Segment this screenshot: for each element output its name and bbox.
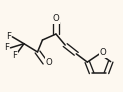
Text: F: F	[4, 43, 9, 52]
Text: O: O	[100, 48, 106, 57]
Text: F: F	[12, 51, 17, 60]
Text: O: O	[53, 14, 59, 23]
Text: F: F	[6, 32, 11, 41]
Text: O: O	[46, 58, 53, 67]
